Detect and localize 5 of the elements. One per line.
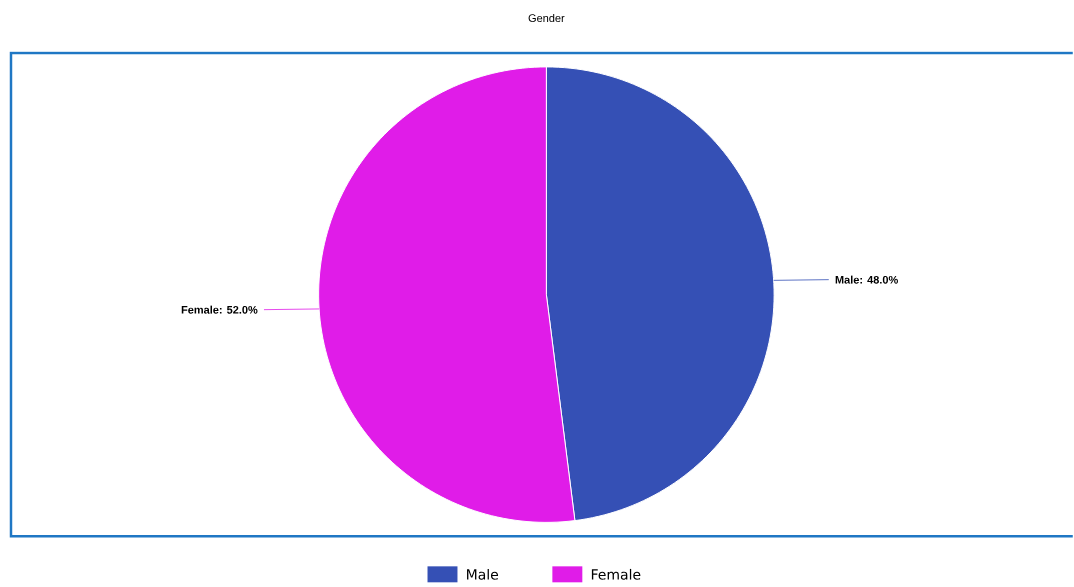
data-label: Male: 48.0% bbox=[835, 275, 898, 284]
legend-label: Male bbox=[467, 568, 499, 580]
legend-label: Female bbox=[591, 568, 641, 580]
chart-title: Gender bbox=[528, 13, 565, 22]
data-label: Female: 52.0% bbox=[181, 305, 258, 314]
